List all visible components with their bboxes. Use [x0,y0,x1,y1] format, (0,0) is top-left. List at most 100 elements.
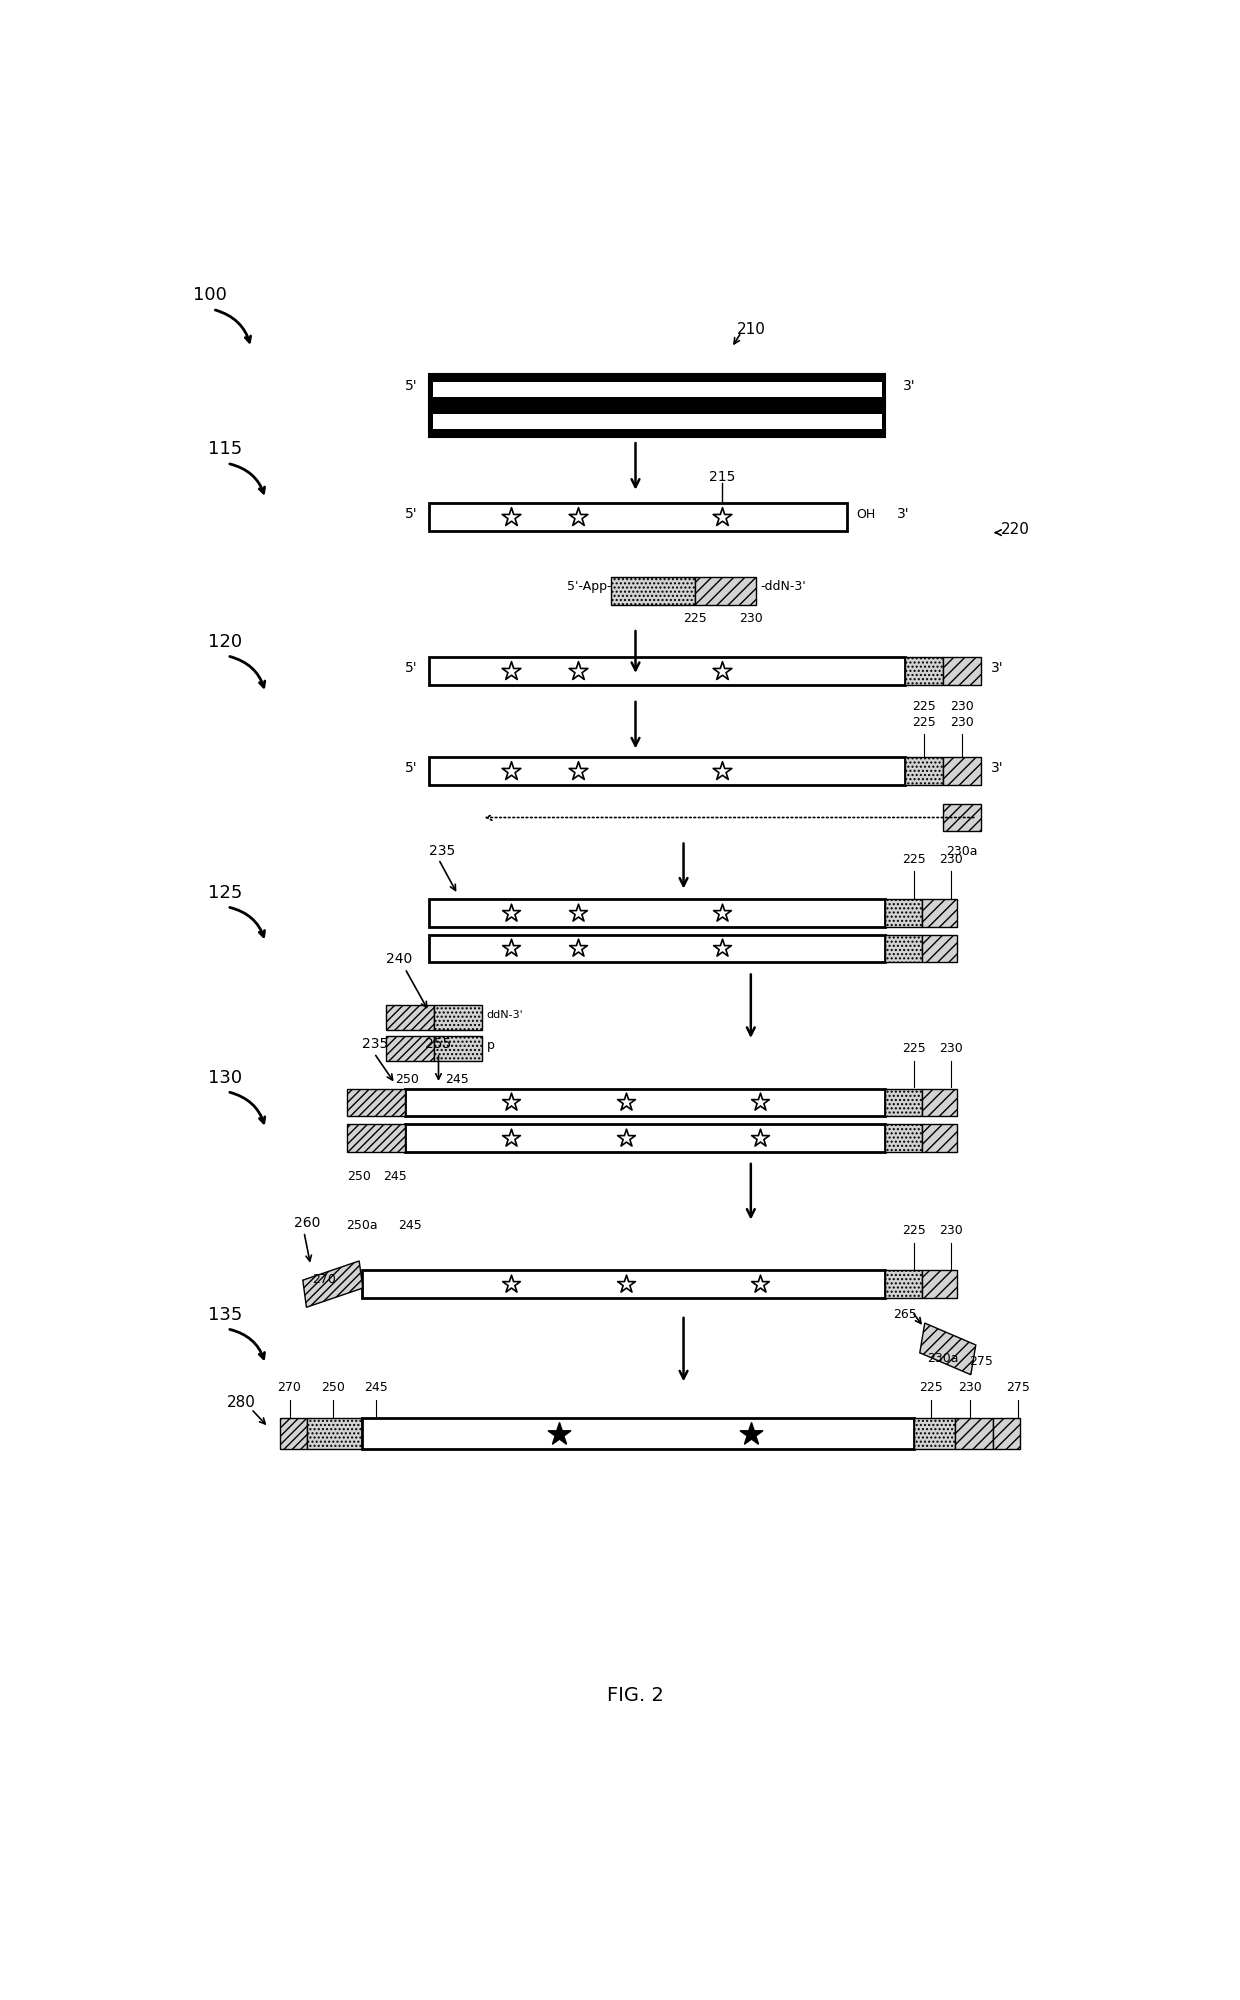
Point [501,1268,521,1300]
Bar [993,1418,1019,1448]
Text: 5': 5' [404,508,418,522]
Text: 115: 115 [208,440,242,458]
Bar [429,934,885,962]
Text: 245: 245 [398,1220,422,1232]
Bar [362,1270,885,1298]
Point [501,1086,521,1118]
Bar [434,1006,481,1030]
Point [501,502,521,534]
Text: 230a: 230a [946,844,978,858]
Text: FIG. 2: FIG. 2 [608,1686,663,1704]
Point [501,756,521,788]
Text: 230: 230 [950,700,975,714]
Text: 210: 210 [737,322,765,336]
Point [616,1086,636,1118]
Text: 230: 230 [950,716,975,728]
Bar [944,658,982,686]
Text: 215: 215 [709,470,735,484]
Bar [921,1270,957,1298]
Point [501,656,521,688]
Text: 5': 5' [404,762,418,776]
Text: 225: 225 [920,1380,944,1394]
Point [616,1268,636,1300]
Text: 225: 225 [903,1224,926,1236]
Text: OH: OH [857,508,875,520]
Text: 230: 230 [739,612,763,626]
Point [501,1122,521,1154]
Text: 3': 3' [991,762,1003,776]
Text: 3': 3' [991,662,1003,676]
Text: 275: 275 [1006,1380,1030,1394]
Text: 260: 260 [294,1216,321,1230]
Text: 245: 245 [365,1380,388,1394]
Text: 270: 270 [278,1380,301,1394]
Text: 265: 265 [893,1308,916,1322]
Text: 225: 225 [903,1042,926,1056]
Bar [885,934,921,962]
Text: p: p [486,1038,495,1052]
Point [568,756,588,788]
Bar [921,934,957,962]
Text: 230: 230 [959,1380,982,1394]
Text: 275: 275 [970,1354,993,1368]
Bar [921,1088,957,1116]
Point [568,656,588,688]
Text: 5': 5' [404,380,418,394]
Bar [905,758,944,786]
Point [568,502,588,534]
Bar [433,414,882,430]
Text: 230: 230 [939,1224,962,1236]
Bar [433,382,882,398]
Bar [434,1036,481,1060]
Point [742,1418,761,1450]
Point [712,502,732,534]
Bar [885,900,921,926]
Point [712,756,732,788]
Text: 230: 230 [939,1042,962,1056]
Bar [885,1124,921,1152]
Bar [347,1088,404,1116]
FancyBboxPatch shape [303,1260,363,1308]
Point [568,896,588,928]
Text: 5'-App-: 5'-App- [567,580,611,594]
Text: 125: 125 [208,884,242,902]
Point [712,896,732,928]
Text: 225: 225 [903,852,926,866]
Text: 250a: 250a [346,1220,377,1232]
Text: 250: 250 [394,1072,419,1086]
Text: 5': 5' [404,662,418,676]
Bar [280,1418,306,1448]
Point [750,1086,770,1118]
Text: 225: 225 [911,716,936,728]
Text: 250: 250 [347,1170,371,1182]
Text: 135: 135 [208,1306,242,1324]
Bar [429,900,885,926]
Bar [921,900,957,926]
Bar [386,1006,434,1030]
Text: 230: 230 [939,852,962,866]
Bar [362,1418,914,1448]
Bar [905,658,944,686]
Point [501,896,521,928]
Bar [914,1418,955,1448]
Point [616,1122,636,1154]
Text: 240: 240 [386,952,412,966]
Bar [429,758,905,786]
Text: 270: 270 [311,1274,336,1286]
Point [750,1268,770,1300]
Text: 130: 130 [208,1068,242,1086]
Text: ddN-3': ddN-3' [486,1010,523,1020]
Text: 245: 245 [383,1170,407,1182]
Bar [404,1088,885,1116]
Bar [429,504,847,532]
Bar [347,1124,404,1152]
FancyBboxPatch shape [920,1324,976,1374]
Text: 3': 3' [903,380,915,394]
Point [548,1418,568,1450]
Bar [429,406,885,438]
Text: 235: 235 [362,1036,388,1050]
Text: 280: 280 [227,1396,255,1410]
Bar [944,804,982,832]
Bar [429,374,885,404]
Bar [885,1270,921,1298]
